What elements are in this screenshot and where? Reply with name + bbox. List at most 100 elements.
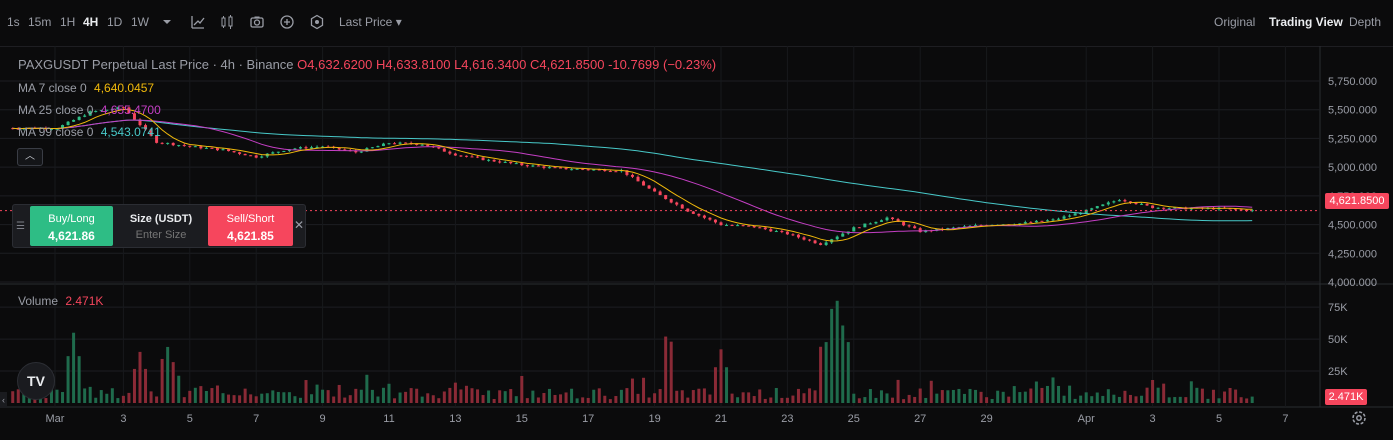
- candle-body: [824, 242, 828, 245]
- volume-bar: [675, 390, 679, 403]
- candle-body: [420, 144, 424, 146]
- candle-body: [730, 225, 734, 227]
- candle-body: [182, 145, 186, 147]
- candle-body: [531, 165, 535, 167]
- volume-bar: [547, 388, 551, 403]
- volume-bar: [780, 397, 784, 403]
- sell-short-button[interactable]: Sell/Short 4,621.85: [208, 206, 293, 246]
- buy-long-button[interactable]: Buy/Long 4,621.86: [30, 206, 113, 246]
- interval-1d[interactable]: 1D: [107, 15, 123, 29]
- volume-bar: [1045, 385, 1049, 403]
- gear-icon[interactable]: [1350, 409, 1368, 427]
- volume-bar: [619, 389, 623, 403]
- ma25-legend[interactable]: MA 25 close 0 4,655.4700: [18, 103, 161, 117]
- drag-handle-icon[interactable]: ☰: [16, 221, 25, 232]
- volume-bar: [326, 390, 330, 403]
- volume-bar: [536, 397, 540, 403]
- price-tick-label: 4,500.000: [1328, 220, 1377, 232]
- candle-body: [852, 227, 856, 232]
- volume-bar: [570, 388, 574, 403]
- interval-15m[interactable]: 15m: [28, 15, 52, 29]
- volume-bar: [260, 393, 264, 403]
- volume-bar: [785, 397, 789, 403]
- candle-body: [1068, 215, 1072, 217]
- candle-body: [359, 151, 363, 153]
- volume-bar: [370, 389, 374, 403]
- volume-tick-label: 50K: [1328, 334, 1348, 346]
- close-icon[interactable]: ✕: [294, 218, 305, 232]
- time-tick-label: 5: [1216, 413, 1222, 425]
- candle-body: [249, 155, 253, 157]
- candle-body: [1040, 220, 1044, 222]
- candle-type-icon[interactable]: [219, 14, 235, 30]
- volume-bar: [44, 398, 48, 403]
- volume-bar: [603, 395, 607, 403]
- chart-toolbar: 1s 15m 1H 4H 1D 1W Last Price ▾ Original…: [0, 0, 1393, 47]
- volume-bar: [271, 390, 275, 403]
- volume-bar: [1112, 394, 1116, 403]
- volume-bar: [830, 308, 834, 403]
- view-depth[interactable]: Depth: [1349, 15, 1382, 29]
- volume-bar: [741, 392, 745, 403]
- volume-bar: [149, 391, 153, 403]
- ma25-label: MA 25 close 0: [18, 103, 94, 117]
- volume-bar: [232, 395, 236, 403]
- volume-bar: [105, 393, 109, 403]
- volume-bar: [796, 388, 800, 403]
- candle-body: [204, 147, 208, 149]
- candle-body: [315, 146, 319, 148]
- camera-icon[interactable]: [249, 14, 265, 30]
- volume-bar: [813, 390, 817, 403]
- candle-body: [675, 202, 679, 205]
- ma99-legend[interactable]: MA 99 close 0 4,543.0741: [18, 125, 161, 139]
- close-value: C4,621.8500: [529, 57, 605, 72]
- volume-bar: [387, 383, 391, 403]
- candle-body: [1167, 208, 1171, 210]
- candle-body: [476, 156, 480, 158]
- candle-body: [144, 125, 148, 130]
- candle-body: [697, 213, 701, 216]
- more-intervals-chevron-icon[interactable]: [159, 14, 175, 30]
- interval-1h[interactable]: 1H: [60, 15, 76, 29]
- candle-body: [442, 148, 446, 152]
- ma7-legend[interactable]: MA 7 close 0 4,640.0457: [18, 81, 154, 95]
- volume-bar: [625, 388, 629, 403]
- indicator-line-icon[interactable]: [190, 14, 206, 30]
- interval-1s[interactable]: 1s: [7, 15, 20, 29]
- candle-body: [597, 169, 601, 171]
- candle-body: [907, 225, 911, 227]
- price-type-dropdown[interactable]: Last Price ▾: [339, 15, 402, 29]
- settings-hex-icon[interactable]: [309, 14, 325, 30]
- volume-bar: [592, 389, 596, 403]
- size-input[interactable]: [117, 228, 205, 242]
- candle-body: [1034, 220, 1038, 223]
- scroll-left-icon[interactable]: ‹: [0, 392, 7, 408]
- volume-bar: [1173, 397, 1177, 403]
- candle-body: [199, 146, 203, 149]
- candle-body: [503, 161, 507, 163]
- candle-body: [1045, 220, 1049, 222]
- time-tick-label: 25: [848, 413, 860, 425]
- volume-bar: [1167, 397, 1171, 403]
- add-indicator-icon[interactable]: [279, 14, 295, 30]
- interval-1w[interactable]: 1W: [131, 15, 149, 29]
- volume-bar: [774, 387, 778, 403]
- collapse-legend-button[interactable]: ︿: [17, 148, 43, 166]
- volume-bar: [691, 390, 695, 403]
- candle-body: [1117, 200, 1121, 202]
- view-trading-view[interactable]: Trading View: [1269, 15, 1343, 29]
- candle-body: [127, 107, 131, 114]
- interval-4h[interactable]: 4H: [83, 15, 99, 29]
- candle-body: [924, 230, 928, 233]
- volume-bar: [747, 392, 751, 403]
- volume-bar: [453, 382, 457, 403]
- candle-body: [514, 163, 518, 165]
- volume-bar: [1034, 381, 1038, 403]
- open-value: O4,632.6200: [297, 57, 373, 72]
- price-tick-label: 5,750.000: [1328, 76, 1377, 88]
- view-original[interactable]: Original: [1214, 15, 1256, 29]
- candle-body: [725, 225, 729, 227]
- volume-bar: [204, 390, 208, 403]
- candle-body: [708, 217, 712, 220]
- candle-body: [437, 147, 441, 149]
